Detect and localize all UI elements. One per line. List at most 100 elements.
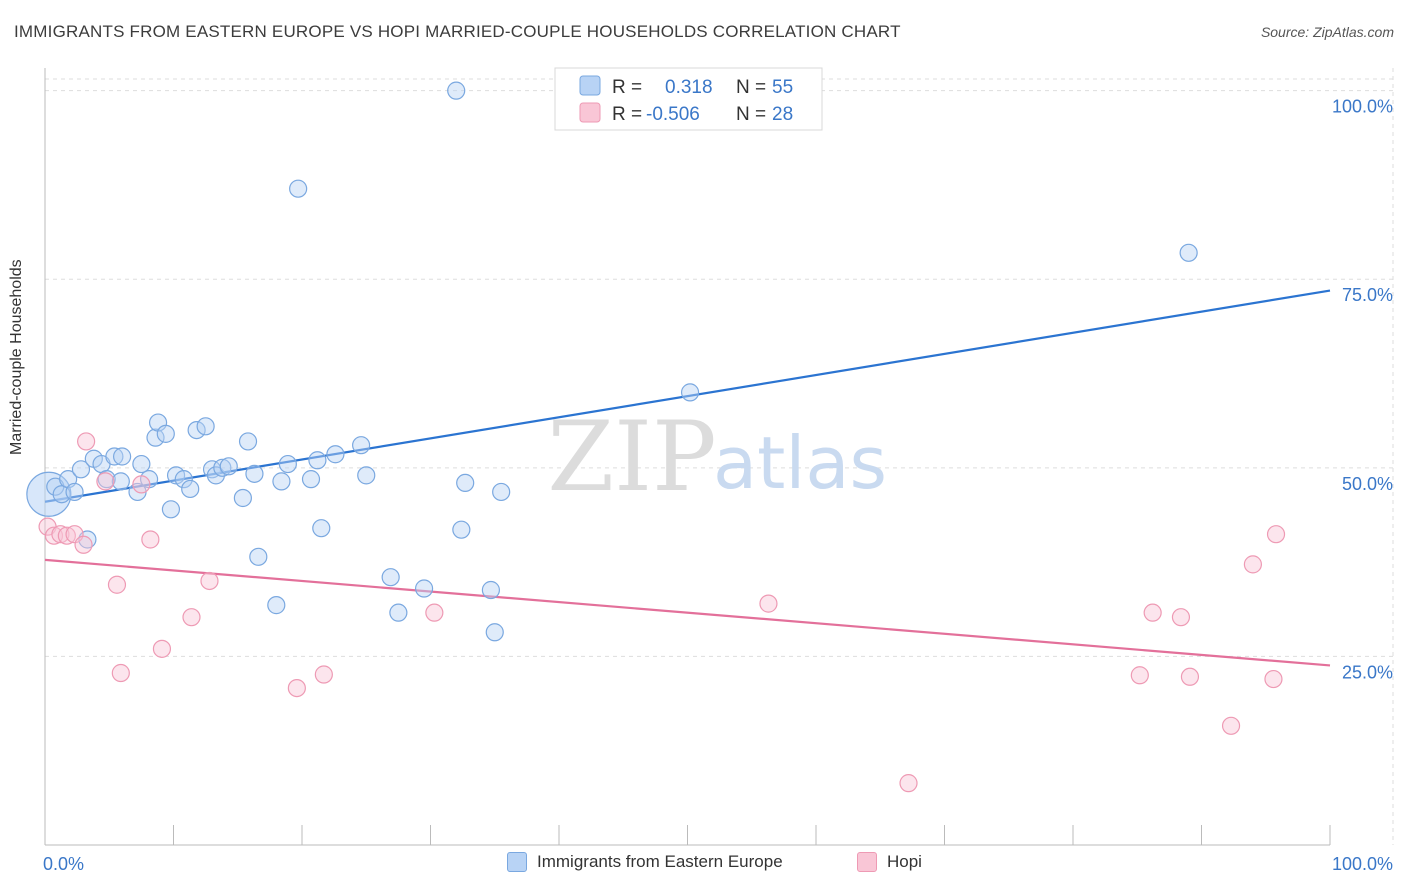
legend-r-value-2: -0.506 bbox=[646, 104, 700, 125]
point-hopi bbox=[182, 608, 201, 627]
legend-swatch-hopi bbox=[857, 852, 877, 872]
trend-line-hopi bbox=[44, 558, 1331, 667]
point-eastern-europe bbox=[146, 428, 165, 447]
point-eastern-europe bbox=[233, 488, 252, 508]
point-hopi bbox=[74, 535, 93, 554]
axes bbox=[44, 68, 1331, 846]
legend-swatch-pink bbox=[579, 102, 601, 123]
legend-label-eastern-europe: Immigrants from Eastern Europe bbox=[537, 852, 783, 871]
point-hopi bbox=[65, 525, 84, 544]
point-hopi bbox=[200, 571, 219, 591]
point-eastern-europe bbox=[389, 603, 408, 622]
point-eastern-europe bbox=[381, 568, 400, 587]
y-tick-label: 100.0% bbox=[1332, 97, 1393, 117]
point-hopi bbox=[111, 663, 130, 683]
point-eastern-europe bbox=[278, 454, 297, 474]
point-hopi bbox=[425, 603, 444, 622]
point-hopi bbox=[1243, 555, 1263, 574]
watermark-zip: ZIP bbox=[547, 401, 716, 513]
point-eastern-europe bbox=[112, 447, 132, 466]
legend-swatch-eastern-europe bbox=[507, 852, 527, 872]
point-eastern-europe bbox=[26, 471, 72, 517]
point-eastern-europe bbox=[238, 432, 258, 451]
point-eastern-europe bbox=[492, 482, 511, 502]
watermark: ZIP atlas bbox=[547, 401, 887, 513]
point-hopi bbox=[1180, 667, 1200, 686]
point-eastern-europe bbox=[213, 458, 232, 477]
x-tick-labels: 0.0% 100.0% bbox=[43, 854, 1393, 874]
chart-title: IMMIGRANTS FROM EASTERN EUROPE VS HOPI M… bbox=[14, 22, 901, 41]
watermark-atlas: atlas bbox=[713, 421, 887, 505]
source-credit: Source: ZipAtlas.com bbox=[1260, 24, 1394, 40]
point-hopi bbox=[77, 432, 96, 451]
point-hopi bbox=[759, 594, 778, 613]
point-eastern-europe bbox=[312, 519, 331, 538]
point-hopi bbox=[107, 575, 127, 594]
legend-n-value-1: 55 bbox=[772, 77, 793, 98]
point-hopi bbox=[141, 530, 160, 549]
point-eastern-europe bbox=[249, 547, 268, 566]
point-eastern-europe bbox=[1179, 243, 1198, 262]
y-tick-label: 25.0% bbox=[1342, 662, 1393, 682]
x-tick-label-start: 0.0% bbox=[43, 854, 84, 874]
point-eastern-europe bbox=[481, 580, 500, 600]
y-axis-label: Married-couple Households bbox=[8, 259, 25, 455]
point-eastern-europe bbox=[65, 482, 84, 502]
legend-r-label-1: R = bbox=[612, 77, 642, 98]
point-eastern-europe bbox=[447, 81, 466, 100]
legend-r-value-1: 0.318 bbox=[665, 77, 713, 98]
legend-n-value-2: 28 bbox=[772, 104, 793, 125]
legend-n-label-2: N = bbox=[736, 104, 766, 125]
point-eastern-europe bbox=[181, 479, 200, 499]
point-hopi bbox=[1171, 608, 1191, 627]
point-hopi bbox=[152, 639, 172, 658]
point-hopi bbox=[1143, 603, 1162, 622]
point-hopi bbox=[287, 678, 306, 698]
point-hopi bbox=[1130, 666, 1149, 685]
legend-swatch-blue bbox=[579, 75, 601, 96]
legend-item-eastern-europe: Immigrants from Eastern Europe bbox=[507, 852, 783, 872]
point-eastern-europe bbox=[452, 520, 471, 539]
x-tick-label-end: 100.0% bbox=[1332, 854, 1393, 874]
point-hopi bbox=[96, 472, 115, 491]
y-tick-label: 50.0% bbox=[1342, 474, 1393, 494]
point-hopi bbox=[314, 665, 333, 684]
point-eastern-europe bbox=[456, 473, 475, 493]
point-eastern-europe bbox=[219, 457, 238, 476]
point-eastern-europe bbox=[111, 472, 130, 491]
point-eastern-europe bbox=[196, 417, 215, 436]
y-tick-labels: 25.0% 50.0% 75.0% 100.0% bbox=[1332, 97, 1393, 683]
legend-n-label-1: N = bbox=[736, 77, 766, 98]
point-eastern-europe bbox=[105, 447, 124, 466]
point-hopi bbox=[1266, 525, 1286, 544]
point-eastern-europe bbox=[187, 420, 206, 440]
legend-r-label-2: R = bbox=[612, 104, 642, 125]
point-eastern-europe bbox=[272, 472, 291, 491]
point-eastern-europe bbox=[301, 470, 321, 489]
point-eastern-europe bbox=[680, 383, 700, 402]
point-eastern-europe bbox=[174, 470, 193, 489]
point-hopi bbox=[899, 774, 918, 793]
point-eastern-europe bbox=[357, 466, 376, 485]
point-eastern-europe bbox=[161, 500, 181, 519]
series-legend: Immigrants from Eastern Europe Hopi bbox=[0, 850, 1406, 878]
point-eastern-europe bbox=[485, 623, 504, 642]
data-points bbox=[26, 81, 1286, 793]
point-eastern-europe bbox=[245, 464, 264, 483]
point-eastern-europe bbox=[289, 179, 308, 198]
point-hopi bbox=[44, 526, 64, 545]
point-eastern-europe bbox=[206, 466, 226, 485]
point-eastern-europe bbox=[308, 451, 327, 470]
y-tick-label: 75.0% bbox=[1342, 285, 1393, 305]
point-eastern-europe bbox=[326, 445, 345, 464]
legend-label-hopi: Hopi bbox=[887, 852, 922, 871]
point-eastern-europe bbox=[156, 424, 175, 443]
point-eastern-europe bbox=[352, 436, 371, 455]
stats-legend: R = 0.318 N = 55 R = -0.506 N = 28 bbox=[554, 67, 823, 131]
point-hopi bbox=[57, 526, 76, 545]
point-eastern-europe bbox=[71, 460, 91, 479]
point-eastern-europe bbox=[132, 454, 151, 474]
point-eastern-europe bbox=[414, 579, 434, 598]
point-eastern-europe bbox=[267, 596, 286, 615]
